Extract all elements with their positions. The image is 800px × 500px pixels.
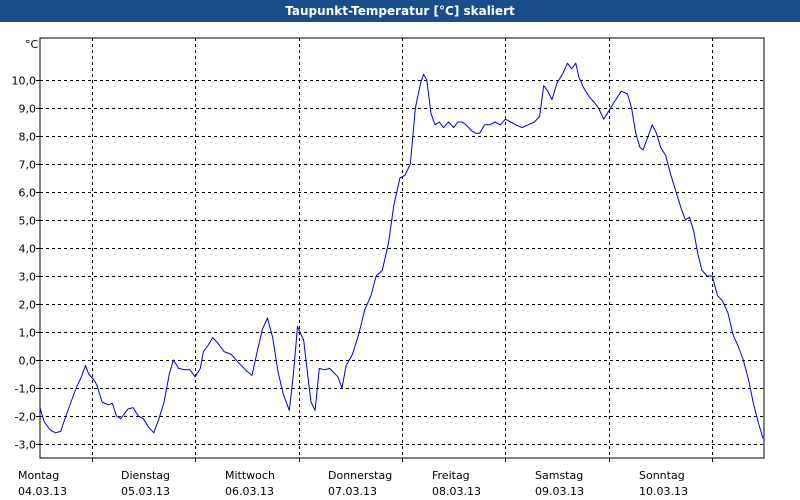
y-tick-label: 9,0: [19, 103, 37, 116]
x-tick-label-date: 08.03.13: [432, 485, 481, 498]
y-tick-label: 10,0: [12, 75, 37, 88]
x-tick-label-day: Dienstag: [121, 469, 170, 482]
x-tick-label-day: Freitag: [432, 469, 470, 482]
x-tick-label-date: 04.03.13: [18, 485, 67, 498]
y-tick-label: -3,0: [15, 439, 36, 452]
y-tick-label: 1,0: [19, 327, 37, 340]
x-tick-label-day: Montag: [18, 469, 59, 482]
x-tick-label-day: Mittwoch: [225, 469, 275, 482]
y-tick-label: 3,0: [19, 271, 37, 284]
series-line-0: [39, 62, 764, 439]
chart-title: Taupunkt-Temperatur [°C] skaliert: [0, 0, 800, 22]
y-tick-label: 6,0: [19, 187, 37, 200]
x-tick-label-date: 05.03.13: [121, 485, 170, 498]
x-tick-label-date: 07.03.13: [328, 485, 377, 498]
y-tick-label: 2,0: [19, 299, 37, 312]
x-tick-label-day: Sonntag: [639, 469, 685, 482]
x-tick-label-day: Donnerstag: [328, 469, 392, 482]
x-tick-label-date: 10.03.13: [639, 485, 688, 498]
y-tick-label: -1,0: [15, 383, 36, 396]
x-tick-label-date: 06.03.13: [225, 485, 274, 498]
y-tick-label: 5,0: [19, 215, 37, 228]
x-tick-label-date: 09.03.13: [535, 485, 584, 498]
y-tick-label: 4,0: [19, 243, 37, 256]
y-tick-label: 8,0: [19, 131, 37, 144]
y-tick-label: 0,0: [19, 355, 37, 368]
y-axis-unit-label: °C: [25, 38, 39, 51]
y-tick-label: 7,0: [19, 159, 37, 172]
x-tick-label-day: Samstag: [535, 469, 583, 482]
y-tick-label: -2,0: [15, 411, 36, 424]
